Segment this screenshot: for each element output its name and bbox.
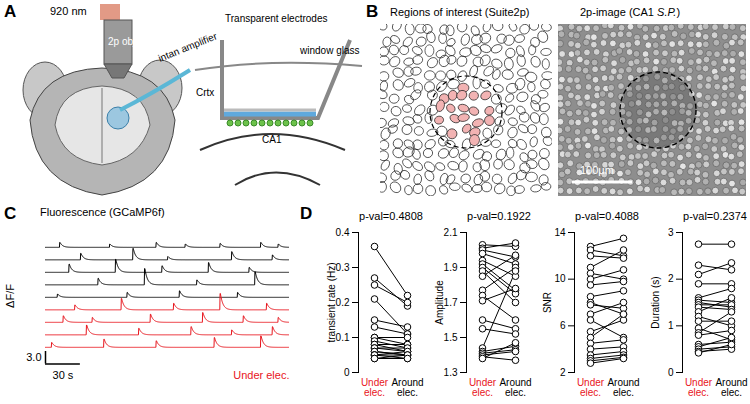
svg-text:CA1: CA1 [262,134,282,145]
html-text:p-val=0.4808: p-val=0.4808 [359,210,423,222]
svg-text:Duration (s): Duration (s) [650,276,661,328]
html-text:p-val=0.4088: p-val=0.4088 [575,210,639,222]
svg-text:1.9: 1.9 [444,262,458,273]
html-text:ΔF/F: ΔF/F [3,284,16,308]
svg-text:100μm: 100μm [580,164,614,176]
svg-text:1.7: 1.7 [444,297,458,308]
svg-text:2: 2 [668,273,674,284]
svg-text:1.3: 1.3 [444,367,458,378]
svg-text:3.0: 3.0 [26,351,41,363]
svg-text:Underelec.: Underelec. [685,377,713,398]
html-text:A: A [4,2,17,21]
svg-text:6: 6 [560,320,566,331]
svg-text:Underelec.: Underelec. [577,377,605,398]
svg-text:Transparent electrodes: Transparent electrodes [225,13,327,24]
svg-text:0: 0 [344,367,350,378]
svg-text:3: 3 [668,227,674,238]
svg-text:0.3: 0.3 [336,262,350,273]
svg-text:Amplitude: Amplitude [434,280,445,325]
svg-text:Aroundelec.: Aroundelec. [715,377,747,398]
html-text:p-val=0.2374: p-val=0.2374 [683,210,747,222]
html-text:p-val=0.1922: p-val=0.1922 [467,210,531,222]
html-text:2p-image (CA1 S.P.): 2p-image (CA1 S.P.) [580,6,681,18]
svg-text:Aroundelec.: Aroundelec. [499,377,531,398]
svg-text:30 s: 30 s [53,369,74,381]
svg-text:2: 2 [560,367,566,378]
svg-text:SNR: SNR [542,292,553,313]
svg-text:transient rate (Hz): transient rate (Hz) [326,262,337,342]
svg-text:intan amplifier: intan amplifier [157,30,219,64]
html-text:D: D [300,204,313,223]
svg-text:Underelec.: Underelec. [469,377,497,398]
svg-text:Aroundelec.: Aroundelec. [391,377,423,398]
svg-text:Crtx: Crtx [196,87,214,98]
svg-text:Underelec.: Underelec. [361,377,389,398]
svg-text:0.4: 0.4 [336,227,350,238]
svg-text:Aroundelec.: Aroundelec. [607,377,639,398]
svg-text:1.5: 1.5 [444,332,458,343]
svg-text:0.2: 0.2 [336,297,350,308]
html-text:C: C [4,204,17,223]
html-text:Regions of interest (Suite2p): Regions of interest (Suite2p) [390,6,530,18]
html-text:Fluorescence (GCaMP6f): Fluorescence (GCaMP6f) [40,206,165,218]
html-text:B: B [366,2,379,21]
svg-text:2.1: 2.1 [444,227,458,238]
svg-text:1: 1 [668,320,674,331]
svg-text:920 nm: 920 nm [50,5,87,17]
svg-text:14: 14 [554,227,566,238]
svg-text:Under elec.: Under elec. [233,369,289,381]
svg-text:0.1: 0.1 [336,332,350,343]
svg-text:window glass: window glass [299,45,359,56]
svg-text:2p obj.: 2p obj. [108,36,138,47]
svg-text:10: 10 [554,273,566,284]
svg-text:0: 0 [668,367,674,378]
